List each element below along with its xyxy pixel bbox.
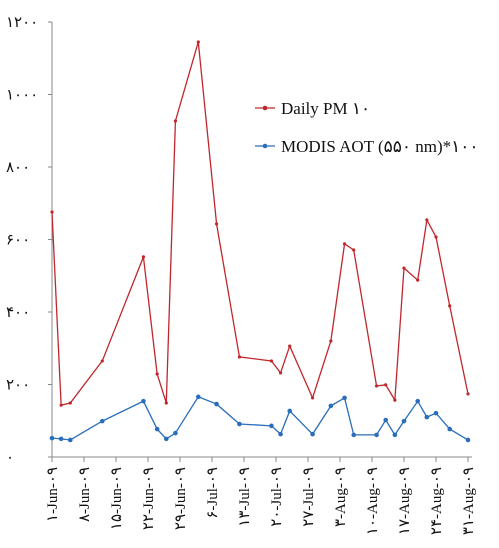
point — [448, 304, 452, 308]
point — [466, 392, 470, 396]
point — [425, 218, 429, 222]
point — [68, 401, 72, 405]
x-tick-label: ۲۷-Jul-۰۹ — [301, 467, 317, 527]
point — [402, 266, 406, 270]
point — [288, 344, 292, 348]
point — [393, 398, 397, 402]
point — [155, 372, 159, 376]
point — [173, 430, 178, 436]
point — [278, 431, 283, 437]
point — [287, 408, 293, 414]
y-tick-label: ۲۰۰ — [6, 378, 30, 394]
series-line — [51, 396, 469, 441]
point — [447, 426, 453, 432]
point — [214, 401, 219, 407]
point — [465, 437, 471, 443]
point — [154, 426, 160, 432]
point — [328, 403, 334, 409]
legend-label: Daily PM ۱۰ — [281, 99, 370, 118]
point — [310, 431, 315, 437]
point — [141, 398, 146, 404]
y-tick-label: ۸۰۰ — [6, 160, 30, 176]
point — [49, 435, 55, 441]
x-tick-label: ۲۴-Aug-۰۹ — [429, 467, 445, 535]
x-tick-label: ۱۳-Jul-۰۹ — [237, 467, 253, 527]
point — [173, 119, 178, 123]
point — [237, 355, 242, 359]
point — [374, 384, 379, 388]
point — [392, 432, 398, 438]
point — [59, 403, 63, 407]
point — [433, 410, 439, 416]
y-tick-label: ۶۰۰ — [6, 233, 30, 249]
y-tick-label: ۱۰۰۰ — [6, 88, 38, 104]
point — [342, 242, 347, 246]
point — [416, 278, 420, 282]
point — [269, 359, 274, 363]
x-tick-label: ۳۱-Aug-۰۹ — [461, 467, 477, 535]
y-tick-label: ۱۲۰۰ — [6, 15, 38, 31]
x-tick-label: ۶-Jul-۰۹ — [205, 467, 221, 519]
series-line — [51, 41, 469, 406]
point — [164, 401, 168, 405]
x-tick-label: ۲۰-Jul-۰۹ — [269, 467, 285, 527]
point — [424, 414, 430, 420]
point — [384, 383, 388, 387]
x-tick-label: ۲۹-Jun-۰۹ — [173, 467, 189, 530]
x-tick-label: ۱۵-Jun-۰۹ — [109, 467, 125, 530]
point — [163, 436, 169, 442]
x-tick-label: ۲۲-Jun-۰۹ — [141, 467, 157, 530]
point — [58, 436, 64, 442]
x-tick-label: ۱۷-Aug-۰۹ — [397, 467, 413, 535]
x-tick-label: ۱۰-Aug-۰۹ — [365, 467, 381, 535]
y-tick-label: ۴۰۰ — [6, 305, 30, 321]
x-tick-label: ۱-Jun-۰۹ — [45, 467, 61, 522]
point — [50, 210, 54, 214]
point — [141, 255, 146, 259]
y-tick-label: ۰ — [6, 450, 14, 466]
point — [100, 359, 104, 363]
point — [415, 398, 421, 404]
point — [269, 423, 274, 429]
point — [401, 418, 407, 424]
x-tick-label: ۸-Jun-۰۹ — [77, 467, 93, 522]
point — [67, 437, 73, 443]
point — [434, 235, 438, 239]
point — [383, 417, 389, 423]
point — [329, 339, 333, 343]
point — [237, 421, 242, 427]
point — [310, 396, 315, 400]
legend-label: MODIS AOT (۵۵۰ nm)*۱۰۰ — [281, 137, 479, 156]
point — [99, 418, 105, 424]
point — [374, 432, 379, 438]
point — [342, 395, 347, 401]
legend-marker — [262, 105, 268, 111]
point — [195, 394, 201, 400]
legend-marker — [262, 143, 268, 149]
point — [351, 432, 357, 438]
point — [196, 40, 200, 44]
point — [352, 248, 356, 252]
x-tick-label: ۳-Aug-۰۹ — [333, 467, 349, 527]
point — [214, 222, 219, 226]
point — [278, 371, 283, 375]
